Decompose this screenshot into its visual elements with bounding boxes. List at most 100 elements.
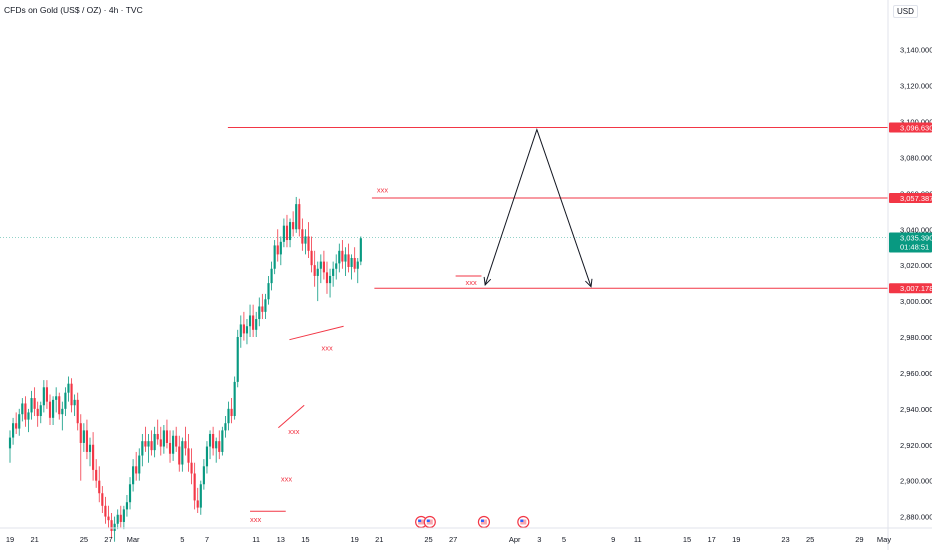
x-tick-label: May [877, 535, 891, 544]
y-tick-label: 2,880.000 [900, 513, 932, 522]
annotation-label: xxx [281, 475, 293, 484]
candle-body [119, 514, 122, 522]
candle-body [285, 225, 289, 241]
price-badge [889, 122, 932, 133]
y-tick-label: 3,040.000 [900, 225, 932, 234]
candle-body [196, 500, 199, 508]
y-tick-label: 3,120.000 [900, 82, 932, 91]
x-tick-label: 7 [205, 535, 209, 544]
x-tick-label: 21 [30, 535, 38, 544]
candle-body [156, 433, 159, 440]
candle-body [144, 441, 147, 447]
candle-body [92, 444, 95, 470]
candle-body [322, 261, 325, 273]
candles-layer [8, 196, 362, 542]
annotation-label: xxx [250, 515, 261, 524]
candle-body [141, 441, 144, 456]
currency-button[interactable]: USD [893, 5, 918, 18]
candle-body [221, 430, 224, 452]
drawings-layer: xxx xxx xxx xxx xxx xxx [0, 127, 888, 529]
candle-body [39, 405, 42, 417]
candle-body [98, 480, 101, 494]
x-tick-label: 13 [277, 535, 285, 544]
candle-body [18, 414, 21, 429]
candle-body [295, 204, 298, 230]
x-tick-label: 25 [806, 535, 814, 544]
candle-body [258, 306, 261, 320]
x-tick-label: 25 [80, 535, 88, 544]
candle-body [61, 408, 64, 415]
candle-body [76, 399, 79, 424]
candle-body [64, 392, 67, 409]
candle-body [107, 516, 110, 521]
candle-body [187, 448, 190, 463]
candle-body [70, 383, 73, 406]
candle-body [282, 225, 285, 242]
x-tick-label: Mar [127, 535, 140, 544]
candle-body [224, 423, 227, 431]
x-tick-label: 21 [375, 535, 383, 544]
trend-line [278, 404, 305, 429]
annotation-label: xxx [465, 278, 477, 287]
candle-body [279, 241, 282, 255]
candle-body [316, 268, 319, 276]
candle-body [52, 399, 55, 418]
candle-body [218, 441, 221, 452]
candle-body [27, 412, 30, 420]
candle-body [245, 326, 249, 334]
y-tick-label: 3,100.000 [900, 118, 932, 127]
candle-body [236, 337, 239, 382]
x-tick-label: 3 [537, 535, 541, 544]
candle-body [95, 469, 98, 481]
y-tick-label: 2,900.000 [900, 477, 932, 486]
candle-body [359, 238, 362, 262]
candle-body [113, 523, 116, 531]
candle-body [162, 430, 165, 447]
y-tick-label: 3,000.000 [900, 297, 932, 306]
candle-body [15, 423, 18, 429]
candle-body [227, 408, 230, 424]
candle-body [67, 383, 70, 393]
candle-body [276, 245, 279, 255]
candle-body [24, 403, 27, 420]
x-tick-label: 17 [707, 535, 715, 544]
candle-body [175, 435, 178, 447]
candle-body [168, 442, 172, 454]
candle-body [205, 446, 209, 467]
y-tick-label: 3,080.000 [900, 153, 932, 162]
candle-body [252, 315, 255, 330]
candle-body [104, 505, 107, 517]
candle-body [328, 275, 332, 284]
candle-body [153, 433, 156, 451]
candle-body [301, 229, 304, 244]
x-tick-label: 9 [611, 535, 615, 544]
candle-body [58, 396, 61, 415]
candle-body [110, 520, 113, 531]
candle-body [304, 236, 307, 244]
candle-body [45, 387, 49, 402]
candle-body [344, 254, 347, 262]
x-tick-label: 19 [6, 535, 14, 544]
candle-body [248, 315, 252, 327]
price-badge-label: 3,035.390 [900, 234, 932, 243]
candle-body [310, 250, 313, 266]
annotation-label: xxx [321, 343, 333, 352]
candle-body [215, 441, 218, 449]
candle-body [55, 396, 58, 400]
symbol-title: CFDs on Gold (US$ / OZ) · 4h · TVC [4, 5, 143, 15]
candle-body [128, 484, 132, 503]
candle-body [8, 437, 12, 449]
candle-body [42, 387, 45, 406]
price-badge-label: 3,096.630 [900, 124, 932, 133]
event-flag-icon-canton [418, 519, 422, 522]
candle-body [298, 204, 301, 230]
candle-body [33, 398, 36, 409]
candle-body [165, 430, 169, 443]
y-tick-label: 2,940.000 [900, 405, 932, 414]
candle-body [208, 433, 212, 447]
candle-body [356, 261, 359, 269]
candle-body [122, 509, 125, 522]
candle-body [159, 439, 162, 447]
candle-body [135, 466, 138, 474]
